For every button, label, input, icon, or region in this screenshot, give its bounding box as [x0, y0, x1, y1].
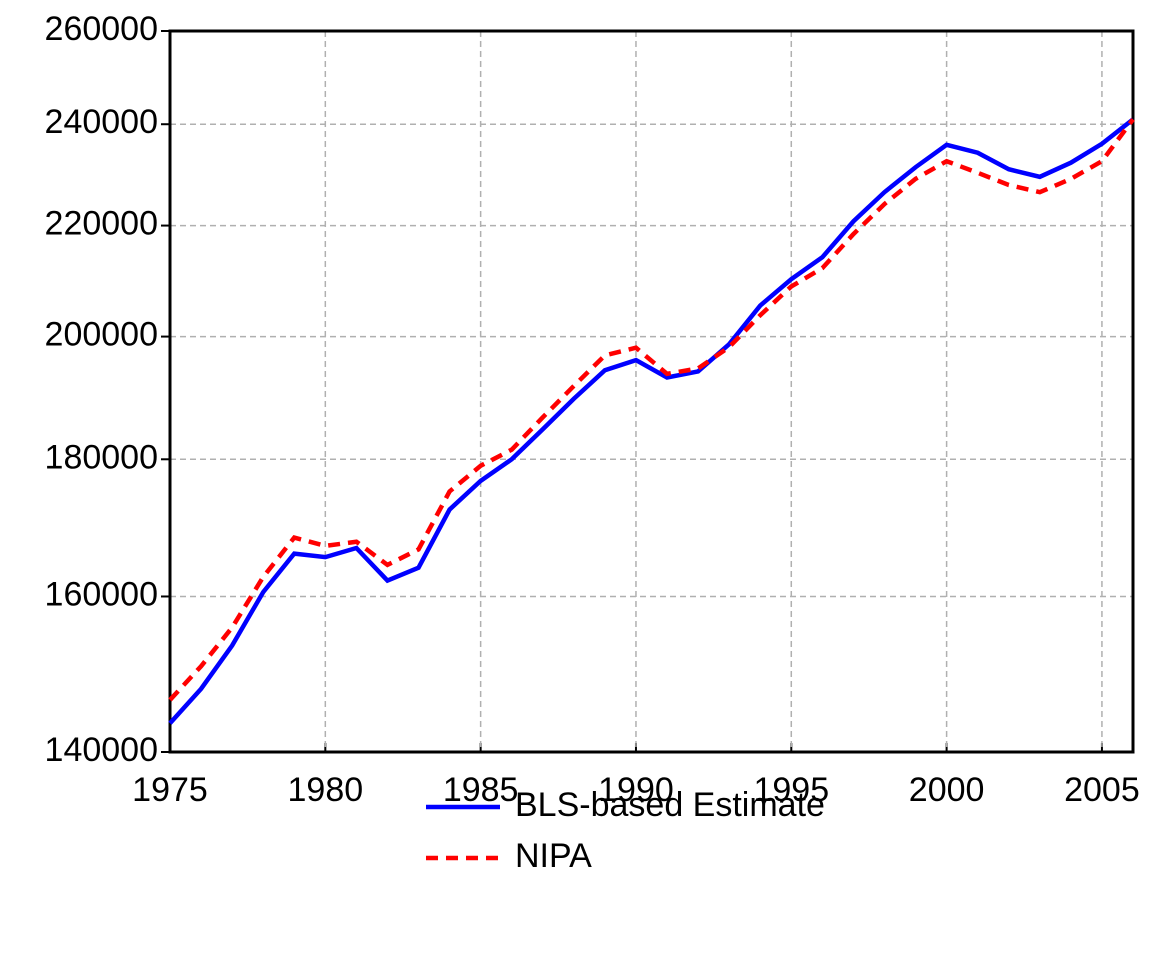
plot-frame [168, 29, 1135, 754]
y-tick-label: 160000 [45, 575, 158, 613]
x-tick-label: 1995 [753, 771, 829, 809]
legend-label: BLS-based Estimate [515, 786, 825, 824]
y-tick-label: 200000 [45, 316, 158, 354]
y-tick-label: 140000 [45, 731, 158, 769]
x-tick-label: 1980 [288, 771, 364, 809]
x-tick-label: 2000 [909, 771, 985, 809]
series-line [168, 118, 1135, 702]
y-tick-label: 220000 [45, 205, 158, 243]
legend-label: NIPA [515, 837, 592, 875]
y-tick-label: 180000 [45, 438, 158, 476]
x-tick-label: 1985 [443, 771, 519, 809]
y-tick-label: 240000 [45, 103, 158, 141]
y-tick-label: 260000 [45, 10, 158, 48]
x-tick-label: 1975 [132, 771, 208, 809]
x-tick-label: 1990 [598, 771, 674, 809]
series-line [168, 117, 1135, 725]
x-tick-label: 2005 [1064, 771, 1140, 809]
